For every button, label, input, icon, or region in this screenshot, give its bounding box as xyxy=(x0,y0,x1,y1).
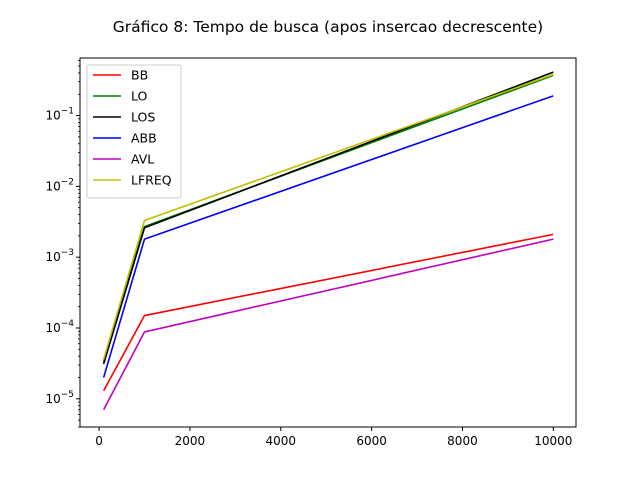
chart-title: Gráfico 8: Tempo de busca (apos insercao… xyxy=(113,18,543,36)
y-tick-label: 10−3 xyxy=(45,248,74,264)
series-lfreq-line xyxy=(102,73,554,360)
x-tick-label: 4000 xyxy=(265,434,296,448)
y-tick-label: 10−5 xyxy=(45,390,74,406)
legend-label-los: LOS xyxy=(131,110,155,125)
legend-label-avl: AVL xyxy=(131,152,154,167)
series-bb-line xyxy=(102,233,554,392)
legend: BB LO LOS ABB AVL LFREQ xyxy=(86,64,182,199)
y-tick-label: 10−1 xyxy=(45,107,74,123)
x-tick-label: 6000 xyxy=(356,434,387,448)
x-tick-label: 10000 xyxy=(534,434,572,448)
y-axis: 10−5 10−4 10−3 10−2 10−1 xyxy=(45,60,80,428)
y-tick-label: 10−4 xyxy=(45,319,74,335)
series-avl-line xyxy=(102,238,554,411)
legend-label-lfreq: LFREQ xyxy=(131,173,172,188)
series-los-line xyxy=(102,71,554,365)
legend-label-abb: ABB xyxy=(131,131,157,146)
legend-label-bb: BB xyxy=(131,68,148,83)
x-tick-label: 2000 xyxy=(175,434,206,448)
legend-box xyxy=(86,64,182,199)
series-layer xyxy=(102,71,554,411)
x-axis: 0 2000 4000 6000 8000 10000 xyxy=(95,427,572,448)
x-tick-label: 8000 xyxy=(447,434,478,448)
series-abb-line xyxy=(102,95,554,378)
legend-label-lo: LO xyxy=(131,89,148,104)
y-tick-label: 10−2 xyxy=(45,177,74,193)
x-tick-label: 0 xyxy=(95,434,103,448)
plot-frame xyxy=(79,57,577,428)
